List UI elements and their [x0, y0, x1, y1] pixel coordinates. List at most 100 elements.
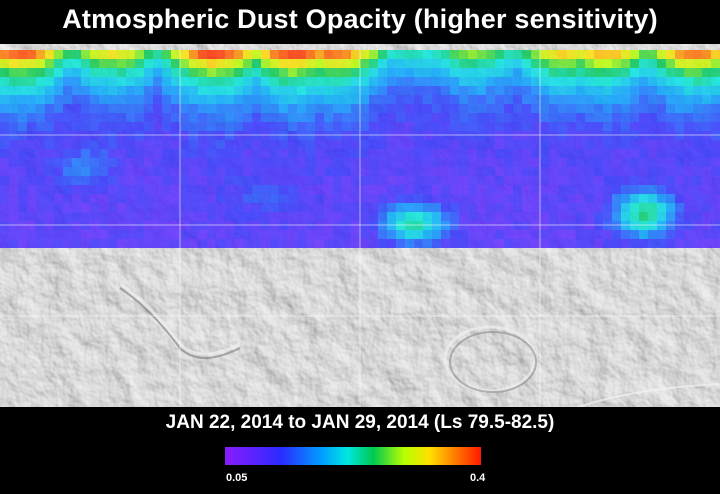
- opacity-cell: [171, 50, 180, 59]
- opacity-cell: [513, 122, 522, 131]
- opacity-cell: [54, 113, 63, 122]
- opacity-cell: [126, 176, 135, 185]
- opacity-cell: [108, 203, 117, 212]
- opacity-cell: [549, 59, 558, 68]
- opacity-cell: [504, 113, 513, 122]
- opacity-cell: [513, 158, 522, 167]
- opacity-cell: [459, 149, 468, 158]
- opacity-cell: [225, 113, 234, 122]
- opacity-cell: [45, 95, 54, 104]
- opacity-cell: [234, 176, 243, 185]
- opacity-cell: [495, 68, 504, 77]
- opacity-cell: [27, 239, 36, 248]
- opacity-cell: [459, 176, 468, 185]
- opacity-cell: [360, 203, 369, 212]
- opacity-cell: [423, 185, 432, 194]
- opacity-cell: [657, 149, 666, 158]
- opacity-cell: [324, 158, 333, 167]
- opacity-cell: [378, 158, 387, 167]
- opacity-cell: [324, 212, 333, 221]
- opacity-cell: [126, 140, 135, 149]
- opacity-cell: [54, 95, 63, 104]
- opacity-cell: [360, 122, 369, 131]
- opacity-cell: [477, 86, 486, 95]
- opacity-cell: [657, 203, 666, 212]
- opacity-cell: [360, 230, 369, 239]
- opacity-cell: [90, 68, 99, 77]
- opacity-cell: [333, 167, 342, 176]
- opacity-cell: [315, 86, 324, 95]
- opacity-cell: [252, 86, 261, 95]
- opacity-cell: [648, 77, 657, 86]
- opacity-cell: [648, 203, 657, 212]
- opacity-cell: [468, 113, 477, 122]
- opacity-cell: [108, 113, 117, 122]
- opacity-cell: [216, 158, 225, 167]
- opacity-cell: [9, 113, 18, 122]
- opacity-cell: [189, 77, 198, 86]
- opacity-cell: [648, 140, 657, 149]
- opacity-cell: [288, 167, 297, 176]
- opacity-cell: [153, 68, 162, 77]
- opacity-cell: [333, 239, 342, 248]
- opacity-cell: [360, 59, 369, 68]
- opacity-cell: [333, 212, 342, 221]
- opacity-cell: [144, 77, 153, 86]
- opacity-cell: [63, 113, 72, 122]
- opacity-cell: [207, 77, 216, 86]
- opacity-cell: [630, 212, 639, 221]
- opacity-cell: [342, 50, 351, 59]
- opacity-cell: [549, 95, 558, 104]
- opacity-cell: [243, 50, 252, 59]
- opacity-cell: [477, 50, 486, 59]
- opacity-cell: [324, 104, 333, 113]
- opacity-cell: [612, 86, 621, 95]
- opacity-cell: [585, 185, 594, 194]
- opacity-cell: [144, 95, 153, 104]
- opacity-cell: [414, 167, 423, 176]
- opacity-cell: [297, 68, 306, 77]
- opacity-cell: [576, 68, 585, 77]
- opacity-cell: [207, 59, 216, 68]
- opacity-cell: [0, 77, 9, 86]
- opacity-cell: [189, 212, 198, 221]
- opacity-cell: [99, 203, 108, 212]
- opacity-cell: [63, 176, 72, 185]
- opacity-cell: [63, 185, 72, 194]
- opacity-cell: [594, 77, 603, 86]
- opacity-cell: [27, 122, 36, 131]
- opacity-cell: [432, 77, 441, 86]
- opacity-cell: [630, 158, 639, 167]
- opacity-cell: [54, 140, 63, 149]
- opacity-cell: [531, 68, 540, 77]
- opacity-cell: [675, 104, 684, 113]
- opacity-cell: [549, 203, 558, 212]
- opacity-cell: [540, 95, 549, 104]
- opacity-cell: [270, 203, 279, 212]
- opacity-cell: [693, 149, 702, 158]
- opacity-cell: [189, 59, 198, 68]
- opacity-cell: [225, 122, 234, 131]
- opacity-cell: [117, 95, 126, 104]
- opacity-cell: [180, 95, 189, 104]
- opacity-cell: [189, 203, 198, 212]
- opacity-cell: [432, 185, 441, 194]
- opacity-cell: [279, 86, 288, 95]
- opacity-cell: [414, 104, 423, 113]
- opacity-cell: [243, 86, 252, 95]
- opacity-cell: [171, 113, 180, 122]
- opacity-cell: [666, 203, 675, 212]
- opacity-cell: [666, 59, 675, 68]
- opacity-cell: [378, 77, 387, 86]
- opacity-cell: [315, 149, 324, 158]
- opacity-cell: [621, 167, 630, 176]
- opacity-cell: [639, 95, 648, 104]
- opacity-cell: [414, 86, 423, 95]
- opacity-cell: [234, 77, 243, 86]
- opacity-cell: [351, 194, 360, 203]
- opacity-cell: [549, 167, 558, 176]
- opacity-cell: [540, 239, 549, 248]
- opacity-cell: [432, 86, 441, 95]
- opacity-cell: [279, 239, 288, 248]
- opacity-cell: [189, 140, 198, 149]
